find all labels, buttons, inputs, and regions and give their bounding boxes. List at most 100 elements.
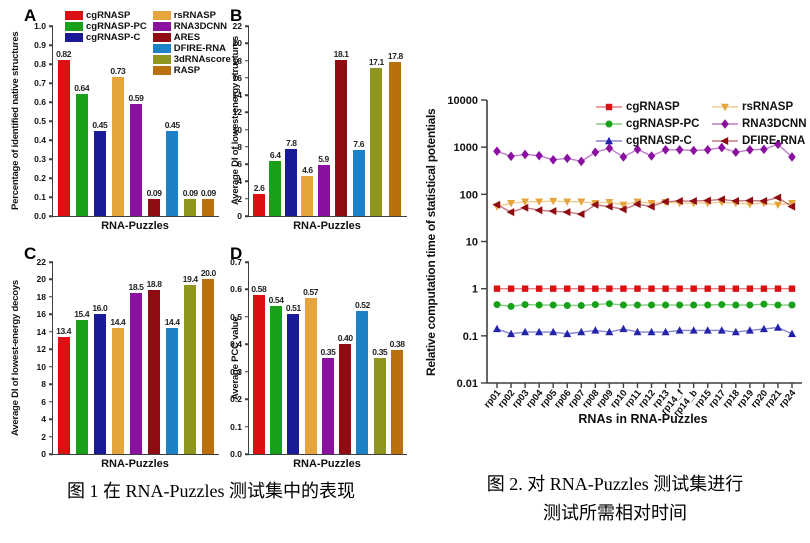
triangle-left-marker-icon <box>720 136 729 145</box>
legend-swatch-icon <box>152 11 171 20</box>
bar <box>75 94 88 216</box>
bar-value-label: 18.5 <box>128 281 144 292</box>
data-point-cgRNASP <box>521 285 529 292</box>
legend-item: cgRNASP <box>65 10 147 21</box>
y-tick-label: 20 <box>36 274 46 285</box>
data-point-rsRNASP <box>605 199 614 207</box>
bar-value-label: 0.52 <box>355 300 370 311</box>
bar-group: 0.82 0.64 0.45 0.73 0.59 0.09 0.45 0.09 0.09 <box>53 26 219 216</box>
legend-label: 3dRNAscore <box>173 53 231 65</box>
series-line-DFIRE-RNA <box>496 196 793 215</box>
legend-label: rsRNASP <box>742 100 794 113</box>
y-tick-mark <box>48 261 53 263</box>
data-point-rsRNASP <box>521 198 530 206</box>
data-point-DFIRE-RNA <box>731 197 740 206</box>
legend-swatch-icon <box>152 33 171 42</box>
bar-group: 13.4 15.4 16.0 14.4 18.5 18.8 14.4 19.4 20.0 <box>53 262 219 454</box>
y-tick-mark <box>244 111 249 114</box>
bar-value-label: 2.6 <box>253 182 265 193</box>
data-point-RNA3DCNN <box>746 144 754 155</box>
legend-item: cgRNASP-PC <box>596 115 700 132</box>
bar-value-label: 17.8 <box>387 51 403 62</box>
bar-value-label: 0.54 <box>268 294 284 305</box>
data-point-cgRNASP-PC <box>648 301 656 309</box>
fig1-legend-col2: rsRNASP RNA3DCNN ARES DFIRE-RNA 3dRNAscore RA… <box>152 9 231 76</box>
bar-value-label: 6.4 <box>269 149 281 160</box>
bar-value-label: 0.09 <box>146 187 162 198</box>
data-point-DFIRE-RNA <box>604 202 613 211</box>
bar <box>339 344 352 454</box>
y-tick-label: 100 <box>460 189 478 201</box>
bar-item: 0.45 <box>92 26 108 216</box>
diamond-marker-icon <box>712 118 738 129</box>
y-tick-label: 0.0 <box>34 211 46 221</box>
triangle-up-marker-icon <box>596 136 622 144</box>
bar-group: 0.58 0.54 0.51 0.57 0.35 0.40 0.52 0.35 0.38 <box>249 262 407 454</box>
fig2-xlabel: RNAs in RNA-Puzzles <box>578 412 708 426</box>
data-point-RNA3DCNN <box>535 150 543 161</box>
data-point-cgRNASP-C <box>745 326 754 334</box>
y-tick-label: 0.1 <box>463 331 478 343</box>
y-tick-mark <box>48 139 53 141</box>
series-line-cgRNASP-C <box>496 326 793 335</box>
y-tick-label: 22 <box>232 21 242 31</box>
y-tick-mark <box>48 348 53 351</box>
data-point-cgRNASP-C <box>507 329 516 338</box>
y-tick-mark <box>244 59 249 62</box>
triangle-down-marker-icon <box>712 103 738 111</box>
bar <box>304 297 317 454</box>
y-tick-mark <box>244 425 249 428</box>
bar-item: 17.1 <box>369 26 384 216</box>
data-point-cgRNASP <box>535 285 543 292</box>
bar-item: 14.4 <box>110 262 126 454</box>
data-point-cgRNASP <box>648 285 655 292</box>
panel-b-xlabel: RNA-Puzzles <box>293 220 361 232</box>
bar-value-label: 14.4 <box>110 317 126 328</box>
data-point-cgRNASP-C <box>731 327 740 336</box>
bar-value-label: 0.45 <box>92 119 108 130</box>
panel-d-letter: D <box>230 244 243 263</box>
bar-item: 13.4 <box>56 262 71 454</box>
y-tick-label: 0 <box>41 449 46 459</box>
series-line-rsRNASP <box>496 200 793 208</box>
data-point-cgRNASP-PC <box>676 301 684 309</box>
bar <box>269 160 282 216</box>
square-marker-icon <box>596 103 622 110</box>
data-point-cgRNASP-C <box>703 326 712 334</box>
bar <box>166 328 179 454</box>
y-tick-label: 0.1 <box>34 192 46 202</box>
bar-value-label: 7.6 <box>353 139 365 150</box>
bar-value-label: 5.9 <box>318 154 329 165</box>
bar <box>356 311 369 454</box>
y-tick-label: 0.3 <box>230 366 242 377</box>
y-tick-label: 0.8 <box>34 59 46 69</box>
bar <box>75 319 88 454</box>
data-point-rsRNASP <box>619 201 628 209</box>
bar <box>111 328 124 454</box>
panel-c-xlabel: RNA-Puzzles <box>101 458 169 470</box>
data-point-DFIRE-RNA <box>646 202 655 211</box>
bar-value-label: 7.8 <box>286 137 297 148</box>
y-tick-label: 0.7 <box>34 78 46 88</box>
bar-value-label: 0.40 <box>337 333 353 344</box>
bar-value-label: 0.58 <box>251 283 267 294</box>
data-point-DFIRE-RNA <box>618 205 627 214</box>
bar-value-label: 18.1 <box>333 48 349 59</box>
y-tick-mark <box>48 101 53 103</box>
bar <box>335 59 348 216</box>
data-point-DFIRE-RNA <box>759 197 768 206</box>
panel-b-ylabel: Average DI of lowest-energy structures <box>230 36 241 206</box>
data-point-cgRNASP <box>704 285 711 292</box>
legend-label: cgRNASP <box>86 9 131 21</box>
y-tick-label: 0.2 <box>34 173 46 183</box>
legend-swatch-icon <box>65 11 83 20</box>
data-point-DFIRE-RNA <box>632 200 641 209</box>
legend-swatch-icon <box>152 22 171 31</box>
data-point-RNA3DCNN <box>732 147 740 158</box>
data-point-cgRNASP-PC <box>493 301 501 309</box>
bar <box>391 349 404 454</box>
data-point-RNA3DCNN <box>717 142 726 153</box>
legend-label: rsRNASP <box>173 9 216 21</box>
data-point-cgRNASP-C <box>717 326 726 334</box>
bar-item: 0.35 <box>372 262 388 454</box>
